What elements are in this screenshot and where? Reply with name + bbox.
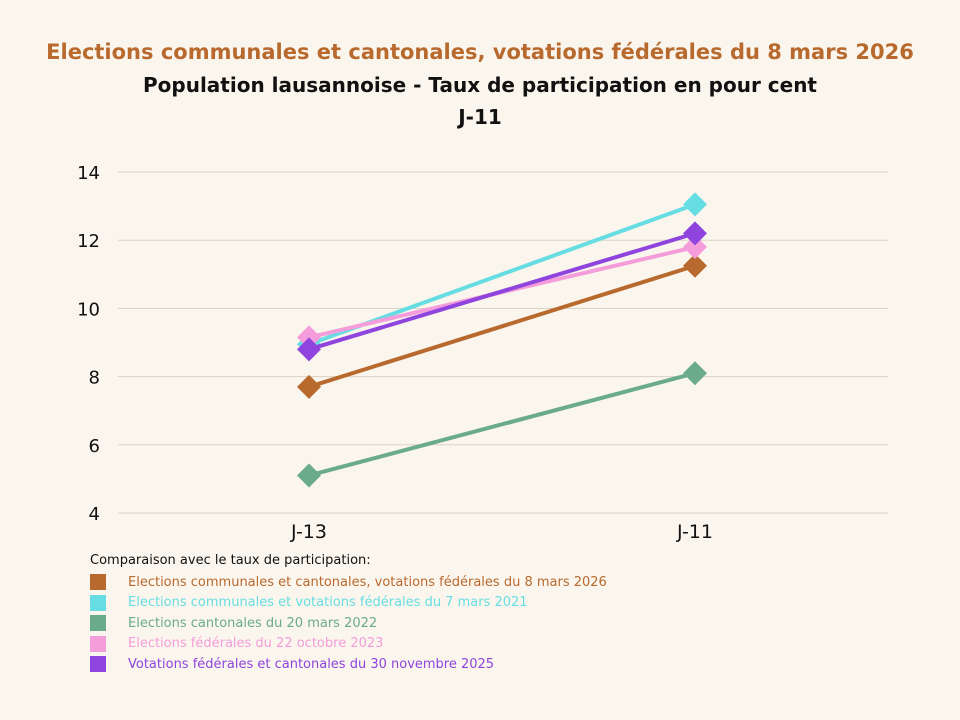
- legend-label: Elections fédérales du 22 octobre 2023: [128, 636, 384, 652]
- x-tick-label: J-13: [290, 521, 327, 543]
- data-point: [683, 361, 707, 386]
- legend-item: Votations fédérales et cantonales du 30 …: [90, 654, 607, 675]
- series-line: [308, 371, 696, 478]
- data-point: [683, 253, 707, 278]
- x-tick-label: J-11: [676, 521, 713, 543]
- legend-swatch: [90, 594, 106, 611]
- legend-title: Comparaison avec le taux de participatio…: [90, 553, 371, 568]
- legend-label: Votations fédérales et cantonales du 30 …: [128, 656, 495, 672]
- legend-label: Elections cantonales du 20 mars 2022: [128, 615, 378, 631]
- legend-swatch: [90, 656, 106, 673]
- y-tick-label: 12: [77, 231, 100, 252]
- data-point: [297, 337, 321, 362]
- data-point: [683, 235, 707, 260]
- legend-item: Elections communales et cantonales, vota…: [90, 572, 607, 593]
- legend-item: Elections fédérales du 22 octobre 2023: [90, 634, 607, 655]
- data-point: [683, 221, 707, 246]
- legend: Comparaison avec le taux de participatio…: [90, 553, 607, 675]
- chart-title: Elections communales et cantonales, vota…: [46, 40, 914, 64]
- chart-period: J-11: [458, 105, 502, 129]
- data-point: [683, 192, 707, 217]
- legend-label: Elections communales et votations fédéra…: [128, 595, 528, 611]
- legend-label: Elections communales et cantonales, vota…: [128, 574, 607, 590]
- data-point: [297, 463, 321, 488]
- chart-subtitle: Population lausannoise - Taux de partici…: [142, 73, 817, 97]
- legend-item: Elections cantonales du 20 mars 2022: [90, 613, 607, 634]
- data-point: [297, 374, 321, 399]
- y-tick-label: 6: [89, 436, 100, 457]
- y-tick-label: 10: [77, 299, 100, 320]
- y-tick-label: 4: [89, 504, 100, 525]
- y-tick-label: 8: [89, 368, 100, 389]
- y-tick-label: 14: [77, 163, 100, 184]
- series-line: [308, 231, 696, 352]
- series-line: [308, 263, 696, 389]
- legend-swatch: [90, 574, 106, 591]
- legend-item: Elections communales et votations fédéra…: [90, 593, 607, 614]
- legend-swatch: [90, 615, 106, 632]
- legend-swatch: [90, 635, 106, 652]
